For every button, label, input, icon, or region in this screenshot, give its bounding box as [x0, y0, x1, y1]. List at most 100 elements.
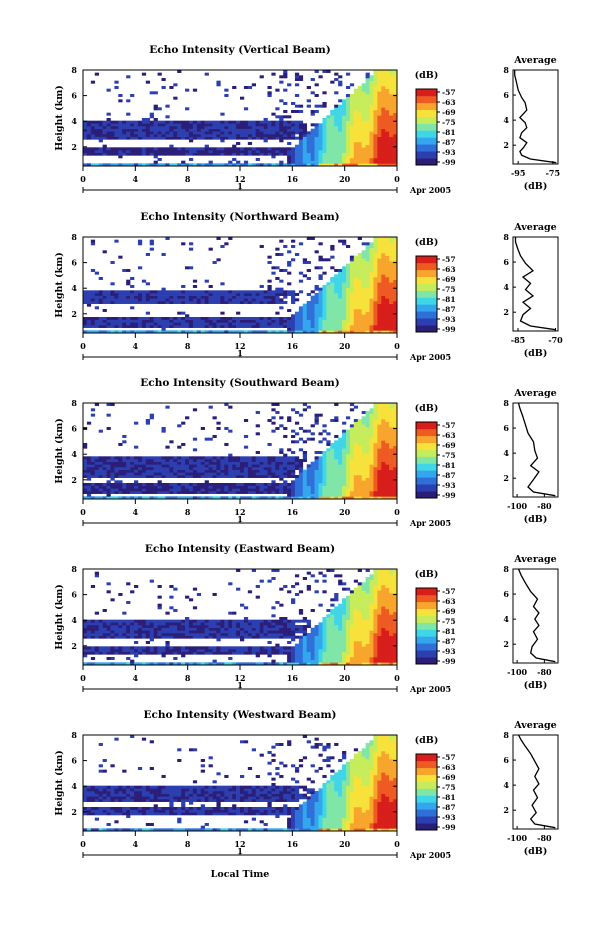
heatmap-cell — [259, 322, 264, 326]
heatmap-cell — [385, 158, 390, 161]
heatmap-cell — [283, 123, 288, 127]
heatmap-cell — [302, 480, 308, 484]
heatmap-cell — [228, 126, 233, 129]
heatmap-cell — [334, 139, 339, 143]
heatmap-cell — [157, 467, 162, 470]
heatmap-cell — [298, 279, 304, 283]
heatmap-cell — [369, 330, 374, 334]
heatmap-cell — [373, 99, 378, 103]
heatmap-cell — [161, 163, 166, 167]
heatmap-cell — [90, 630, 96, 634]
heatmap-cell — [377, 160, 382, 164]
heatmap-cell — [373, 309, 378, 312]
heatmap-cell — [263, 134, 268, 137]
heatmap-cell — [267, 485, 272, 489]
heatmap-cell — [208, 496, 213, 500]
heatmap-cell — [385, 261, 390, 264]
heatmap-cell — [357, 424, 362, 428]
heatmap-cell — [314, 469, 319, 473]
heatmap-cell — [259, 488, 264, 492]
heatmap-cell — [318, 242, 323, 246]
heatmap-cell — [157, 147, 162, 151]
heatmap-cell — [334, 285, 339, 288]
heatmap-cell — [283, 295, 288, 299]
heatmap-cell — [216, 136, 221, 140]
heatmap-cell — [185, 123, 190, 127]
heatmap-cell — [345, 440, 351, 444]
heatmap-cell — [338, 136, 343, 140]
heatmap-cell — [334, 126, 339, 129]
heatmap-cell — [165, 483, 170, 486]
heatmap-cell — [377, 247, 382, 251]
heatmap-cell — [220, 325, 225, 328]
heatmap-cell — [326, 303, 331, 307]
heatmap-cell — [326, 464, 331, 468]
heatmap-cell — [126, 619, 131, 623]
heatmap-cell — [318, 134, 323, 137]
heatmap-cell — [220, 630, 225, 634]
heatmap-cell — [192, 279, 198, 283]
heatmap-cell — [385, 282, 390, 286]
heatmap-cell — [389, 107, 394, 111]
heatmap-cell — [385, 496, 390, 500]
heatmap-cell — [145, 461, 151, 465]
heatmap-cell — [271, 317, 276, 320]
heatmap-cell — [393, 152, 398, 156]
heatmap-cell — [212, 293, 217, 296]
heatmap-cell — [83, 630, 88, 634]
heatmap-cell — [126, 147, 131, 151]
heatmap-cell — [365, 488, 370, 492]
heatmap-cell — [90, 646, 96, 650]
heatmap-cell — [361, 142, 366, 145]
heatmap-cell — [145, 496, 151, 500]
heatmap-cell — [326, 456, 331, 460]
heatmap-cell — [393, 303, 398, 307]
heatmap-cell — [161, 253, 166, 256]
heatmap-cell — [365, 432, 370, 436]
heatmap-cell — [361, 160, 366, 164]
heatmap-cell — [342, 453, 347, 457]
heatmap-cell — [298, 488, 304, 492]
heatmap-cell — [173, 152, 178, 156]
heatmap-cell — [377, 72, 382, 76]
heatmap-cell — [393, 437, 398, 441]
heatmap-cell — [330, 453, 335, 457]
heatmap-cell — [369, 480, 374, 484]
heatmap-cell — [137, 496, 143, 500]
heatmap-cell — [306, 469, 311, 473]
heatmap-cell — [106, 295, 111, 299]
heatmap-cell — [357, 160, 362, 164]
heatmap-cell — [224, 152, 229, 156]
heatmap-cell — [381, 160, 386, 164]
heatmap-cell — [385, 279, 390, 283]
heatmap-cell — [349, 319, 355, 323]
heatmap-cell — [126, 290, 131, 294]
heatmap-cell — [83, 126, 88, 129]
heatmap-cell — [338, 443, 343, 446]
heatmap-cell — [385, 437, 390, 441]
heatmap-cell — [110, 622, 115, 626]
heatmap-cell — [287, 319, 292, 323]
heatmap-cell — [330, 330, 335, 334]
heatmap-cell — [169, 330, 174, 334]
heatmap-cell — [83, 443, 88, 446]
heatmap-cell — [381, 128, 386, 132]
heatmap-cell — [255, 472, 260, 476]
heatmap-cell — [381, 485, 386, 489]
heatmap-cell — [349, 443, 355, 446]
heatmap-cell — [357, 110, 362, 113]
heatmap-cell — [130, 485, 135, 489]
heatmap-cell — [283, 293, 288, 296]
heatmap-cell — [173, 475, 178, 478]
heatmap-cell — [310, 142, 315, 145]
heatmap-cell — [200, 293, 205, 296]
heatmap-cell — [294, 128, 300, 132]
heatmap-cell — [377, 107, 382, 111]
heatmap-cell — [243, 293, 249, 296]
heatmap-cell — [291, 290, 296, 294]
heatmap-cell — [334, 453, 339, 457]
heatmap-cell — [236, 147, 241, 151]
heatmap-cell — [349, 322, 355, 326]
heatmap-cell — [243, 646, 249, 650]
heatmap-cell — [298, 306, 304, 310]
